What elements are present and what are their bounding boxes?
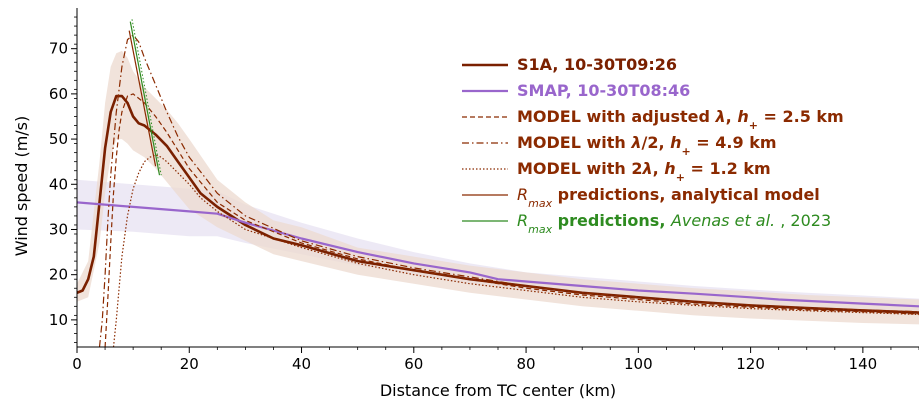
series-smap-line: [77, 201, 919, 308]
axes: 0 20 40 60 80 100 120 140 10 20 30 40 50 60 70 Distan…: [12, 8, 919, 400]
x-tick-label: 60: [404, 355, 423, 373]
s1a-band-uncertainty: [77, 50, 919, 325]
series-rmax-avenas-line: [129, 21, 161, 176]
series-rmax-analytical-line: [128, 30, 157, 167]
legend-label-rmax-avenas: Rmax predictions, Avenas et al. , 2023: [517, 211, 831, 236]
y-tick-label: 60: [49, 85, 68, 103]
plot-series: [77, 19, 919, 347]
legend: S1A, 10-30T09:26 SMAP, 10-30T08:46 MODEL w…: [462, 55, 844, 236]
x-tick-label: 40: [292, 355, 311, 373]
legend-label-rmax-analytical: Rmax predictions, analytical model: [517, 185, 820, 210]
legend-label-model-half: MODEL with λ/2, h+ = 4.9 km: [517, 133, 777, 158]
series-model-adj-line: [104, 93, 919, 347]
series-model-double-line: [112, 154, 919, 347]
legend-label-smap: SMAP, 10-30T08:46: [517, 81, 690, 100]
y-axis-label: Wind speed (m/s): [12, 116, 31, 257]
legend-label-model-adj: MODEL with adjusted λ, h+ = 2.5 km: [517, 107, 844, 132]
legend-label-s1a: S1A, 10-30T09:26: [517, 55, 677, 74]
y-tick-label: 20: [49, 266, 68, 284]
x-tick-label: 0: [72, 355, 82, 373]
y-ticks: 10 20 30 40 50 60 70: [49, 16, 77, 343]
y-tick-label: 40: [49, 175, 68, 193]
x-tick-label: 80: [517, 355, 536, 373]
y-tick-label: 70: [49, 40, 68, 58]
x-ticks: 0 20 40 60 80 100 120 140: [72, 347, 919, 373]
x-axis-label: Distance from TC center (km): [380, 381, 616, 400]
y-tick-label: 50: [49, 130, 68, 148]
series-model-half-line: [98, 34, 919, 347]
x-tick-label: 120: [736, 355, 765, 373]
uncertainty-bands: [77, 50, 919, 325]
legend-label-model-double: MODEL with 2λ, h+ = 1.2 km: [517, 159, 771, 184]
x-tick-label: 100: [624, 355, 653, 373]
y-tick-label: 30: [49, 220, 68, 238]
y-tick-label: 10: [49, 311, 68, 329]
x-tick-label: 140: [849, 355, 878, 373]
x-tick-label: 20: [180, 355, 199, 373]
